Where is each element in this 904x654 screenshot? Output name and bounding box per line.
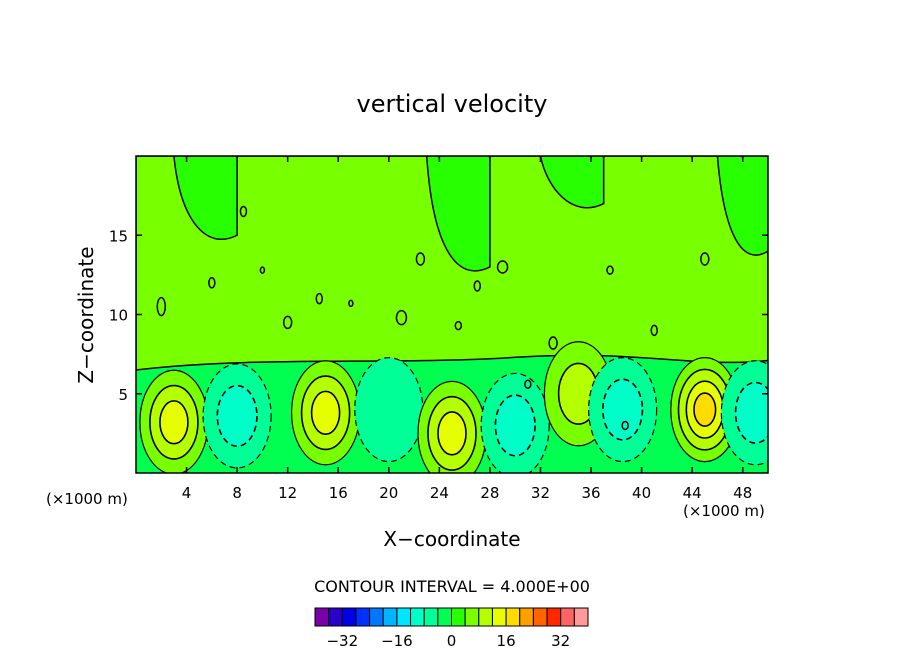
colorbar-swatch [382, 607, 398, 627]
colorbar-swatch [314, 607, 330, 627]
contour-loop [415, 252, 426, 266]
x-unit-left: (×1000 m) [46, 490, 128, 508]
contour-loop [239, 205, 248, 218]
downdraft-contour [734, 381, 768, 444]
contour-loop [473, 280, 482, 292]
contour-loop [395, 309, 408, 326]
colorbar-label: −16 [381, 632, 413, 650]
colorbar-label: −32 [326, 632, 358, 650]
x-tick-label: 12 [278, 484, 297, 502]
colorbar-swatch [464, 607, 480, 627]
colorbar-label: 0 [447, 632, 457, 650]
downdraft-contour [216, 384, 258, 448]
contour-loop [548, 336, 558, 350]
x-tick-label: 20 [379, 484, 398, 502]
colorbar-swatch [573, 607, 589, 627]
upper-tongue [173, 156, 238, 241]
y-axis-label: Z−coordinate [74, 246, 98, 383]
x-tick-label: 16 [329, 484, 348, 502]
x-tick-label: 44 [683, 484, 702, 502]
colorbar-swatch [478, 607, 493, 627]
contour-loop [315, 292, 324, 305]
colorbar-label: 16 [497, 632, 516, 650]
updraft-contour [310, 390, 341, 435]
x-tick-label: 48 [733, 484, 752, 502]
upper-tongue [425, 156, 491, 272]
upper-band [136, 156, 768, 371]
contour-fields [136, 156, 768, 371]
colorbar-swatch [546, 607, 562, 627]
x-axis-label: X−coordinate [383, 527, 520, 551]
colorbar-swatch [341, 607, 357, 627]
updraft-contour [693, 392, 717, 427]
chart-title: vertical velocity [357, 90, 548, 118]
downdraft-contour [494, 394, 536, 457]
colorbar-swatch [328, 607, 343, 627]
x-tick-label: 36 [581, 484, 600, 502]
y-tick-label: 10 [109, 307, 128, 325]
contour-loop [156, 296, 167, 317]
contour-loop [524, 379, 532, 389]
colorbar-label: 32 [551, 632, 570, 650]
colorbar-swatch [451, 607, 466, 627]
colorbar-swatch [505, 607, 521, 627]
contour-loop [454, 320, 463, 331]
colorbar-swatch [396, 607, 412, 627]
x-tick-label: 32 [531, 484, 550, 502]
x-unit-right: (×1000 m) [683, 502, 765, 520]
colorbar-swatch [491, 607, 507, 627]
colorbar-swatch [410, 607, 425, 627]
colorbar: −32 −16 0 16 32 [314, 607, 589, 650]
x-tick-label: 8 [232, 484, 242, 502]
colorbar-swatch [437, 607, 453, 627]
contour-loop [621, 420, 629, 431]
contour-loop [496, 260, 509, 274]
downdraft-contour [602, 378, 644, 441]
updraft-contour [159, 400, 189, 445]
y-axis: 5 10 15 [109, 227, 768, 404]
contour-loop [259, 266, 266, 274]
y-tick-label: 5 [118, 386, 128, 404]
convective-cells [139, 341, 768, 473]
colorbar-swatch [519, 607, 534, 627]
contour-loop [700, 252, 710, 266]
x-axis: 4 8 12 16 20 24 28 32 36 40 44 48 [182, 156, 752, 502]
upper-contour-lines [156, 205, 710, 431]
x-tick-label: 24 [430, 484, 449, 502]
contour-loop [282, 315, 293, 330]
x-tick-label: 4 [182, 484, 192, 502]
y-tick-label: 15 [109, 227, 128, 245]
colorbar-swatch [560, 607, 575, 627]
contour-loop [208, 277, 216, 289]
colorbar-swatch [355, 607, 371, 627]
contour-loop [606, 265, 614, 275]
contour-loop [650, 324, 658, 337]
contour-interval-label: CONTOUR INTERVAL = 4.000E+00 [314, 577, 590, 596]
downdraft-contour [354, 357, 424, 463]
x-tick-label: 40 [632, 484, 651, 502]
contour-loop [348, 299, 354, 308]
upper-tongue [539, 156, 605, 209]
colorbar-swatch [369, 607, 384, 627]
colorbar-swatch [423, 607, 439, 627]
x-tick-label: 28 [480, 484, 499, 502]
colorbar-swatch [532, 607, 548, 627]
updraft-contour [437, 411, 467, 456]
